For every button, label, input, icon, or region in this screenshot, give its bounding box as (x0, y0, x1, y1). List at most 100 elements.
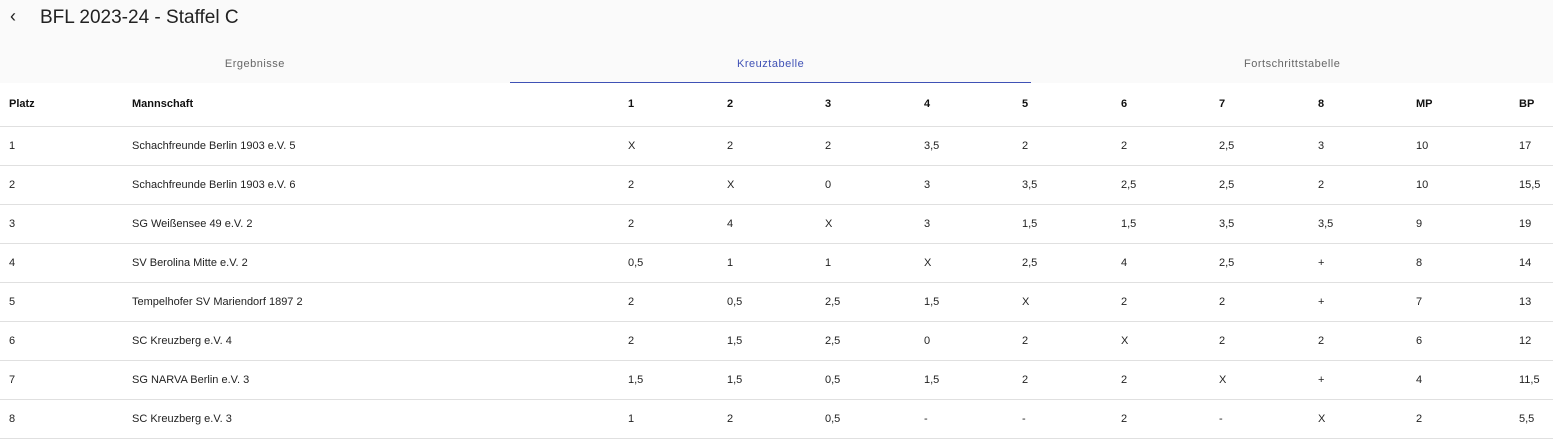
team-name-cell: Schachfreunde Berlin 1903 e.V. 5 (132, 126, 628, 166)
table-row: 2 Schachfreunde Berlin 1903 e.V. 6 2 X 0 3 3,5… (0, 165, 1553, 205)
team-name-cell: SG NARVA Berlin e.V. 3 (132, 360, 628, 400)
score-cell: 10 (1416, 126, 1519, 166)
column-header[interactable]: 5 (1022, 83, 1121, 127)
score-cell: 2 (1121, 399, 1219, 439)
column-header[interactable]: 3 (825, 83, 924, 127)
page-title: BFL 2023-24 - Staffel C (40, 7, 239, 28)
table-row: 8 SC Kreuzberg e.V. 3 1 2 0,5- -2- X 2 5,5 (0, 399, 1553, 439)
score-cell: 3 (924, 204, 1022, 244)
column-header[interactable]: 6 (1121, 83, 1219, 127)
score-cell: 1 (825, 243, 924, 283)
score-cell: 2 (1121, 360, 1219, 400)
score-cell: 3,5 (924, 126, 1022, 166)
score-cell: 14 (1519, 243, 1553, 283)
score-cell: 2,5 (1219, 126, 1318, 166)
column-header[interactable]: 8 (1318, 83, 1416, 127)
score-cell: 13 (1519, 282, 1553, 322)
rank-cell: 1 (0, 126, 132, 166)
table-row: 6 SC Kreuzberg e.V. 4 2 1,5 2,5 0 2 X 2 2 6 12 (0, 321, 1553, 361)
table-row: 7 SG NARVA Berlin e.V. 3 1,5 1,5 0,5 1,5 2 2 X +4… (0, 360, 1553, 400)
score-cell: 10 (1416, 165, 1519, 205)
score-cell: 2,5 (1121, 165, 1219, 205)
score-cell: 3,5 (1318, 204, 1416, 244)
score-cell: 3 (1318, 126, 1416, 166)
score-cell: 2 (628, 282, 727, 322)
score-cell: X (727, 165, 825, 205)
score-cell: + (1318, 282, 1416, 322)
score-cell: 2,5 (1022, 243, 1121, 283)
rank-cell: 8 (0, 399, 132, 439)
score-cell: 1 (727, 243, 825, 283)
score-cell: - (924, 399, 1022, 439)
tab-ergebnisse[interactable]: Ergebnisse (224, 58, 285, 70)
table-row: 5 Tempelhofer SV Mariendorf 1897 2 2 0,5 2,5… (0, 282, 1553, 322)
score-cell: 2 (1219, 282, 1318, 322)
tab-kreuztabelle[interactable]: Kreuztabelle (509, 47, 1032, 83)
score-cell: 2 (628, 321, 727, 361)
team-name-cell: SC Kreuzberg e.V. 3 (132, 399, 628, 439)
score-cell: 4 (1416, 360, 1519, 400)
column-header[interactable]: 2 (727, 83, 825, 127)
score-cell: 11,5 (1519, 360, 1553, 400)
score-cell: 2 (1121, 282, 1219, 322)
score-cell: - (1022, 399, 1121, 439)
score-cell: X (628, 126, 727, 166)
rank-cell: 3 (0, 204, 132, 244)
rank-cell: 4 (0, 243, 132, 283)
score-cell: 2 (825, 126, 924, 166)
team-name-cell: SC Kreuzberg e.V. 4 (132, 321, 628, 361)
score-cell: X (1121, 321, 1219, 361)
column-header[interactable]: 7 (1219, 83, 1318, 127)
table-row: 4 SV Berolina Mitte e.V. 2 0,5 1 1 X 2,5 4 2,5 +8… (0, 243, 1553, 283)
team-name-cell: SV Berolina Mitte e.V. 2 (132, 243, 628, 283)
score-cell: - (1219, 399, 1318, 439)
rank-cell: 7 (0, 360, 132, 400)
team-name-cell: Tempelhofer SV Mariendorf 1897 2 (132, 282, 628, 322)
score-cell: + (1318, 360, 1416, 400)
tab-fortschrittstabelle[interactable]: Fortschrittstabelle (1244, 58, 1341, 70)
score-cell: 6 (1416, 321, 1519, 361)
back-button[interactable]: ‹ (10, 6, 16, 26)
score-cell: 2,5 (825, 282, 924, 322)
score-cell: 8 (1416, 243, 1519, 283)
score-cell: 2 (1121, 126, 1219, 166)
score-cell: 9 (1416, 204, 1519, 244)
column-header[interactable]: BP (1519, 83, 1553, 127)
score-cell: 3,5 (1219, 204, 1318, 244)
score-cell: 0,5 (825, 360, 924, 400)
score-cell: 0 (924, 321, 1022, 361)
column-header[interactable]: MP (1416, 83, 1519, 127)
team-name-cell: SG Weißensee 49 e.V. 2 (132, 204, 628, 244)
score-cell: X (1219, 360, 1318, 400)
score-cell: 2 (1219, 321, 1318, 361)
score-cell: X (1318, 399, 1416, 439)
column-header[interactable]: Platz (0, 83, 132, 127)
score-cell: 2,5 (825, 321, 924, 361)
score-cell: 1,5 (727, 360, 825, 400)
score-cell: 1,5 (628, 360, 727, 400)
table-row: 1 Schachfreunde Berlin 1903 e.V. 5 X 2 2 3,5 2… (0, 126, 1553, 166)
score-cell: 5,5 (1519, 399, 1553, 439)
score-cell: 1,5 (1121, 204, 1219, 244)
column-header[interactable]: Mannschaft (132, 83, 628, 127)
score-cell: 2 (727, 126, 825, 166)
score-cell: 4 (727, 204, 825, 244)
rank-cell: 6 (0, 321, 132, 361)
score-cell: 2 (1416, 399, 1519, 439)
score-cell: + (1318, 243, 1416, 283)
score-cell: 1,5 (924, 360, 1022, 400)
table-row: 3 SG Weißensee 49 e.V. 2 2 4 X 3 1,5 1,5 3,5 3,5 9… (0, 204, 1553, 244)
score-cell: 3,5 (1022, 165, 1121, 205)
score-cell: 1,5 (727, 321, 825, 361)
score-cell: 2 (1022, 126, 1121, 166)
score-cell: 7 (1416, 282, 1519, 322)
score-cell: 2 (1318, 321, 1416, 361)
score-cell: 0,5 (727, 282, 825, 322)
score-cell: 2 (628, 165, 727, 205)
score-cell: 1 (628, 399, 727, 439)
score-cell: X (1022, 282, 1121, 322)
score-cell: 4 (1121, 243, 1219, 283)
score-cell: 2 (727, 399, 825, 439)
column-header[interactable]: 4 (924, 83, 1022, 127)
column-header[interactable]: 1 (628, 83, 727, 127)
